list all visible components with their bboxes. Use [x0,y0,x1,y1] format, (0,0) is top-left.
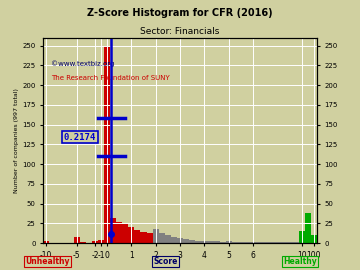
Bar [134,230,140,243]
Bar [189,240,195,243]
Bar [92,241,98,243]
Text: Sector: Financials: Sector: Financials [140,27,220,36]
Bar [80,242,86,243]
Bar [140,232,147,243]
Bar [226,241,232,243]
Bar [305,213,311,243]
Bar [116,222,122,243]
Bar [171,237,177,243]
Bar [244,242,250,243]
Text: Unhealthy: Unhealthy [25,257,70,266]
Bar [292,242,298,243]
Bar [207,241,213,243]
Bar [298,231,305,243]
Bar [110,218,116,243]
Text: 0.2174: 0.2174 [64,133,96,142]
Bar [213,241,220,243]
Bar [177,238,183,243]
Text: Z-Score Histogram for CFR (2016): Z-Score Histogram for CFR (2016) [87,8,273,18]
Bar [280,242,287,243]
Bar [104,46,110,243]
Bar [311,235,317,243]
Bar [165,235,171,243]
Bar [250,242,256,243]
Bar [268,242,274,243]
Bar [147,233,153,243]
Y-axis label: Number of companies (997 total): Number of companies (997 total) [14,88,19,193]
Bar [122,224,128,243]
Bar [128,227,134,243]
Bar [73,238,80,243]
Text: Score: Score [153,257,178,266]
Text: ©www.textbiz.org: ©www.textbiz.org [51,60,115,67]
Bar [195,241,201,243]
Bar [43,241,49,243]
Text: The Research Foundation of SUNY: The Research Foundation of SUNY [51,75,170,81]
Bar [153,229,159,243]
Bar [256,242,262,243]
Bar [232,242,238,243]
Bar [262,242,268,243]
Bar [159,233,165,243]
Text: Healthy: Healthy [283,257,317,266]
Bar [220,242,226,243]
Bar [238,242,244,243]
Bar [201,241,207,243]
Bar [287,242,292,243]
Bar [98,240,104,243]
Bar [274,242,280,243]
Bar [183,239,189,243]
